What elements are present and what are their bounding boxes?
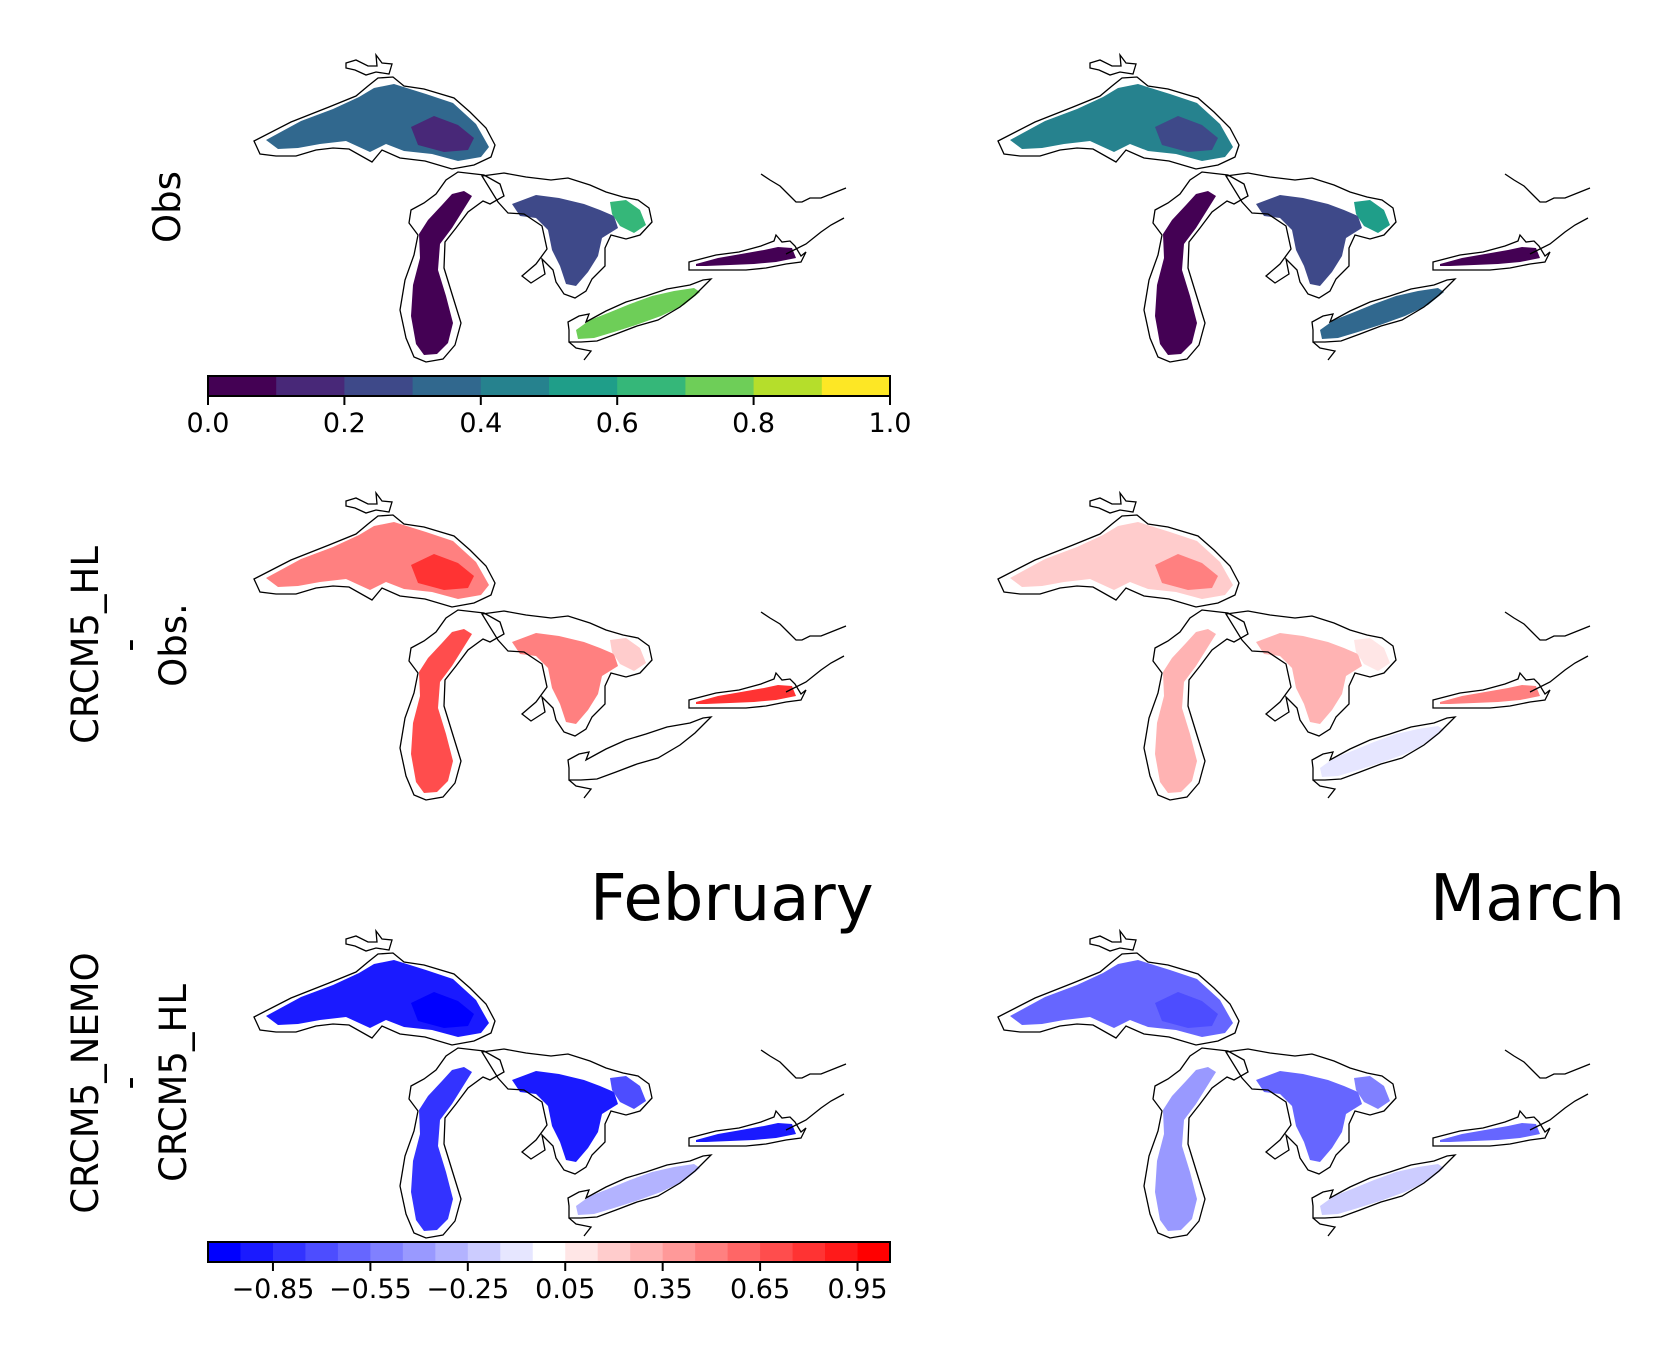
lake-fill-michigan xyxy=(411,191,472,355)
lake-fill-michigan xyxy=(1155,1067,1216,1231)
panel-nemo-minus-hl-february xyxy=(253,930,847,1239)
lake-fill-erie xyxy=(1320,726,1444,777)
colorbar-segment xyxy=(821,376,891,396)
colorbar-segment xyxy=(597,1242,631,1262)
colorbar-segment xyxy=(344,376,414,396)
lake-fill-huron-ne xyxy=(610,200,646,233)
colorbar-tick-label: 0.65 xyxy=(730,1274,791,1305)
colorbar-segment xyxy=(272,1242,306,1262)
colorbar-segment xyxy=(480,376,550,396)
colorbar-segment xyxy=(760,1242,794,1262)
colorbar-frame xyxy=(207,375,891,397)
lake-fill-ontario xyxy=(1440,685,1540,704)
colorbar-segment xyxy=(685,376,755,396)
colorbar-tick-label: 0.8 xyxy=(732,408,776,439)
colorbar-segment xyxy=(753,376,823,396)
colorbar-segment xyxy=(240,1242,274,1262)
lake-fill-superior-core xyxy=(411,116,474,152)
lake-fill-ontario xyxy=(1440,1123,1540,1142)
colorbar-segment xyxy=(412,376,482,396)
month-label-february: February xyxy=(590,862,874,936)
colorbar-segment xyxy=(565,1242,599,1262)
colorbar-segment xyxy=(500,1242,534,1262)
lake-fill-ontario xyxy=(696,247,796,266)
lake-fill-huron-ne xyxy=(610,1076,646,1109)
lake-fill-superior-core xyxy=(411,554,474,590)
lake-fill-michigan xyxy=(1155,191,1216,355)
colorbar-tick-label: 1.0 xyxy=(868,408,912,439)
colorbar-segment xyxy=(532,1242,566,1262)
colorbar-segment xyxy=(630,1242,664,1262)
colorbar-segment xyxy=(208,376,277,396)
colorbar-obs xyxy=(207,375,891,405)
lake-fill-ontario xyxy=(696,685,796,704)
lake-fill-huron-ne xyxy=(610,638,646,671)
lake-fill-huron xyxy=(1256,195,1362,286)
colorbar-tick-label: 0.6 xyxy=(595,408,639,439)
colorbar-segment xyxy=(435,1242,469,1262)
colorbar-segment xyxy=(337,1242,371,1262)
lake-fill-huron xyxy=(512,633,618,724)
lake-fill-erie xyxy=(576,726,700,777)
colorbar-segment xyxy=(208,1242,241,1262)
colorbar-segment xyxy=(305,1242,339,1262)
colorbar-tick-label: 0.05 xyxy=(535,1274,596,1305)
colorbar-segment xyxy=(276,376,345,396)
colorbar-segment xyxy=(727,1242,761,1262)
colorbar-difference xyxy=(207,1241,891,1271)
lake-fill-huron xyxy=(512,1071,618,1162)
panel-hl-minus-obs-february xyxy=(253,492,847,801)
colorbar-segment xyxy=(695,1242,729,1262)
lake-fill-erie xyxy=(576,288,700,339)
lake-fill-michigan xyxy=(411,629,472,793)
colorbar-tick-label: 0.2 xyxy=(322,408,366,439)
lake-fill-erie xyxy=(1320,1164,1444,1215)
lake-fill-superior-core xyxy=(1155,992,1218,1028)
colorbar-tick-label: −0.25 xyxy=(426,1274,510,1305)
panel-hl-minus-obs-march xyxy=(997,492,1591,801)
colorbar-segment xyxy=(825,1242,859,1262)
lake-fill-erie xyxy=(1320,288,1444,339)
colorbar-segment xyxy=(549,376,618,396)
lake-fill-superior-core xyxy=(1155,116,1218,152)
panel-obs-march xyxy=(997,54,1591,363)
lake-fill-superior-core xyxy=(1155,554,1218,590)
lake-fill-huron-ne xyxy=(1354,200,1390,233)
colorbar-segment xyxy=(402,1242,436,1262)
colorbar-tick-label: 0.35 xyxy=(632,1274,693,1305)
lake-fill-michigan xyxy=(1155,629,1216,793)
colorbar-segment xyxy=(370,1242,404,1262)
lake-fill-huron xyxy=(1256,633,1362,724)
colorbar-tick-label: 0.95 xyxy=(827,1274,888,1305)
colorbar-segment xyxy=(617,376,686,396)
colorbar-segment xyxy=(792,1242,826,1262)
lake-fill-erie xyxy=(576,1164,700,1215)
colorbar-frame xyxy=(207,1241,891,1263)
colorbar-segment xyxy=(467,1242,501,1262)
month-label-march: March xyxy=(1430,862,1626,936)
colorbar-segment xyxy=(857,1242,891,1262)
colorbar-tick-label: 0.4 xyxy=(459,408,503,439)
lake-fill-michigan xyxy=(411,1067,472,1231)
colorbar-segment xyxy=(662,1242,696,1262)
panel-nemo-minus-hl-march xyxy=(997,930,1591,1239)
lake-fill-huron-ne xyxy=(1354,638,1390,671)
colorbar-tick-label: 0.0 xyxy=(186,408,230,439)
lake-fill-ontario xyxy=(696,1123,796,1142)
lake-fill-ontario xyxy=(1440,247,1540,266)
lake-fill-superior-core xyxy=(411,992,474,1028)
colorbar-tick-label: −0.85 xyxy=(231,1274,315,1305)
lake-fill-huron xyxy=(512,195,618,286)
lake-fill-huron-ne xyxy=(1354,1076,1390,1109)
colorbar-tick-label: −0.55 xyxy=(329,1274,412,1305)
lake-fill-huron xyxy=(1256,1071,1362,1162)
panel-obs-february xyxy=(253,54,847,363)
